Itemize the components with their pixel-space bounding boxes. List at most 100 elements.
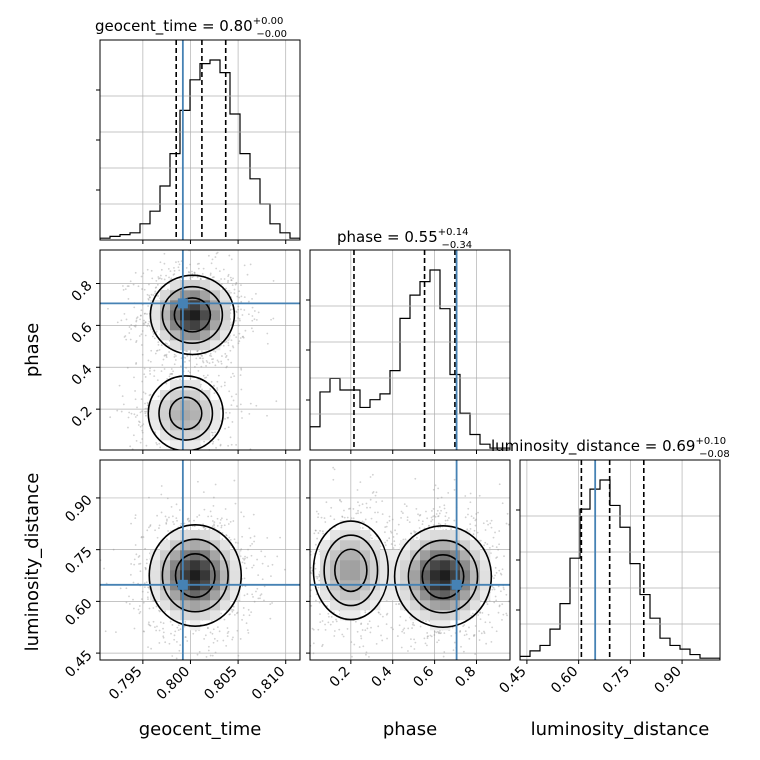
sample-point	[228, 254, 231, 257]
sample-point	[256, 587, 259, 590]
sample-point	[135, 439, 138, 442]
density-cell	[460, 560, 471, 571]
sample-point	[238, 340, 241, 343]
sample-point	[355, 512, 358, 515]
sample-point	[324, 628, 327, 631]
panel-frame	[99, 249, 301, 451]
sample-point	[206, 627, 209, 630]
sample-point	[226, 627, 229, 629]
density-cell	[170, 380, 181, 391]
sample-point	[475, 513, 478, 515]
sample-point	[478, 639, 481, 641]
sample-point	[479, 612, 482, 614]
sample-point	[317, 628, 320, 631]
sample-point	[146, 596, 149, 599]
sample-point	[139, 314, 142, 317]
ylabel-phase: phase	[22, 323, 43, 377]
sample-point	[223, 278, 226, 280]
sample-point	[165, 522, 168, 525]
sample-point	[507, 523, 510, 526]
sample-point	[165, 382, 168, 385]
sample-point	[199, 278, 202, 281]
sample-point	[161, 364, 164, 366]
density-cell	[430, 560, 441, 571]
sample-point	[335, 620, 338, 623]
sample-point	[447, 492, 450, 494]
sample-point	[220, 524, 223, 527]
sample-point	[472, 517, 475, 519]
sample-point	[209, 274, 212, 276]
density-cell	[450, 560, 461, 571]
sample-point	[237, 324, 240, 327]
sample-point	[202, 526, 205, 529]
sample-point	[436, 509, 439, 512]
density-cell	[170, 560, 181, 571]
sample-point	[230, 339, 233, 342]
sample-point	[494, 566, 497, 569]
sample-point	[157, 343, 160, 346]
density-cell	[470, 590, 481, 601]
sample-point	[162, 627, 164, 630]
sample-point	[232, 277, 234, 280]
density-cell	[190, 300, 201, 311]
density-cell	[470, 550, 481, 561]
sample-point	[434, 515, 437, 518]
sample-point	[399, 615, 402, 618]
sample-point	[241, 618, 243, 621]
sample-point	[384, 526, 387, 528]
density-cell	[390, 550, 401, 561]
sample-point	[207, 626, 209, 629]
sample-point	[237, 308, 240, 311]
sample-point	[477, 614, 480, 616]
sample-point	[211, 525, 214, 528]
sample-point	[125, 601, 128, 604]
sample-point	[173, 273, 176, 275]
sample-point	[160, 344, 163, 347]
sample-point	[426, 632, 429, 634]
panel-frame	[309, 249, 511, 451]
sample-point	[497, 585, 500, 588]
sample-point	[156, 379, 159, 382]
sample-point	[220, 360, 223, 363]
density-cell	[190, 430, 201, 441]
sample-point	[166, 518, 168, 521]
sample-point	[149, 393, 152, 396]
sample-point	[329, 515, 332, 517]
sample-point	[149, 367, 151, 370]
sample-point	[206, 361, 209, 364]
sample-point	[408, 521, 411, 524]
sample-point	[228, 411, 231, 414]
sample-point	[198, 514, 201, 517]
density-cell	[330, 540, 341, 551]
sample-point	[132, 598, 134, 601]
density-cell	[380, 550, 391, 561]
sample-point	[247, 313, 250, 316]
sample-point	[259, 597, 261, 600]
sample-point	[261, 562, 264, 565]
sample-point	[432, 488, 435, 491]
sample-point	[318, 573, 321, 576]
sample-point	[390, 543, 393, 545]
sample-point	[198, 262, 200, 265]
sample-point	[196, 276, 199, 279]
sample-point	[116, 321, 119, 324]
sample-point	[123, 313, 126, 315]
sample-point	[238, 290, 241, 293]
sample-point	[135, 553, 138, 556]
sample-point	[267, 565, 270, 568]
sample-point	[210, 431, 213, 434]
sample-point	[402, 628, 405, 631]
sample-point	[413, 624, 416, 627]
sample-point	[199, 357, 202, 360]
sample-point	[150, 293, 153, 296]
sample-point	[141, 424, 144, 427]
sample-point	[486, 603, 489, 606]
sample-point	[438, 512, 441, 515]
sample-point	[219, 444, 222, 447]
sample-point	[205, 359, 208, 362]
density-cell	[170, 390, 181, 401]
sample-point	[217, 361, 220, 363]
sample-point	[175, 517, 178, 519]
sample-point	[196, 263, 199, 265]
sample-point	[375, 491, 378, 494]
